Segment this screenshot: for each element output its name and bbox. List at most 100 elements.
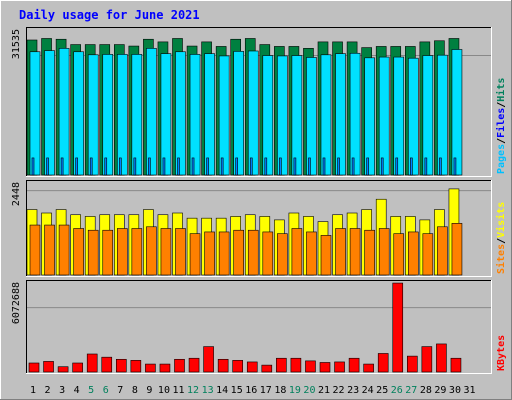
panel-visits-sites: 2448 Sites/Visits (11, 180, 507, 277)
bar-files-day-29 (439, 157, 442, 176)
x-tick-label: 3 (59, 385, 65, 396)
bar-kbytes-day-2 (43, 361, 54, 373)
bar-kbytes-day-29 (436, 343, 447, 373)
bar-files-day-26 (395, 157, 399, 176)
x-tick-label: 5 (88, 385, 94, 396)
x-tick-label: 12 (187, 385, 199, 396)
bar-sites-day-1 (29, 224, 41, 276)
bar-sites-day-18 (277, 233, 288, 276)
bar-pages-day-23 (349, 52, 361, 176)
bar-pages-day-19 (291, 55, 303, 176)
bar-pages-day-21 (320, 54, 332, 176)
bar-sites-day-14 (218, 231, 230, 276)
legend-separator: / (496, 138, 507, 144)
day-labels: 1 2 3 4 5 6 7 8 9 10 11 12 13 14 15 16 17 18 19 20 21 22 23 24 2… (30, 385, 476, 396)
x-tick-label: 23 (347, 385, 359, 396)
bar-pages-day-3 (58, 48, 70, 176)
bar-sites-day-10 (160, 228, 172, 276)
bar-files-day-3 (60, 157, 64, 176)
bar-kbytes-day-14 (217, 358, 229, 373)
bar-sites-day-24 (364, 229, 375, 276)
bar-sites-day-8 (131, 228, 143, 276)
x-tick-label: 15 (231, 385, 243, 396)
bar-kbytes-day-9 (145, 363, 156, 373)
legend-hits-files-pages: Pages/Files/Hits (495, 78, 507, 174)
bar-files-day-27 (409, 157, 413, 176)
x-tick-label: 30 (449, 385, 461, 396)
bar-files-day-25 (380, 157, 384, 176)
x-tick-label: 29 (434, 385, 446, 396)
y-tick-label: 6072688 (11, 282, 22, 324)
bar-pages-day-1 (29, 51, 41, 176)
x-tick-label: 25 (376, 385, 388, 396)
bar-sites-day-15 (233, 229, 244, 276)
bar-files-day-19 (293, 157, 297, 176)
bar-sites-day-26 (393, 233, 405, 276)
bar-pages-day-8 (131, 54, 143, 176)
bar-files-day-12 (191, 157, 195, 176)
bar-files-day-13 (206, 157, 209, 176)
bar-pages-day-4 (73, 51, 84, 176)
bar-sites-day-21 (320, 235, 332, 276)
legend-entry: Hits (495, 78, 507, 102)
bar-sites-day-2 (44, 224, 55, 276)
x-tick-label: 14 (216, 385, 228, 396)
x-tick-label: 21 (318, 385, 330, 396)
bar-pages-day-25 (378, 56, 390, 176)
bar-kbytes-day-6 (101, 356, 113, 373)
bar-files-day-24 (366, 157, 369, 176)
x-tick-label: 31 (463, 385, 475, 396)
bar-sites-day-20 (306, 231, 317, 276)
legend-separator: / (496, 102, 507, 108)
x-tick-label: 18 (274, 385, 286, 396)
bar-files-day-11 (177, 157, 180, 176)
bar-sites-day-19 (291, 228, 303, 276)
x-tick-label: 19 (289, 385, 301, 396)
bar-files-day-8 (133, 157, 137, 176)
bar-pages-day-6 (102, 54, 114, 176)
bar-files-day-21 (322, 157, 326, 176)
bar-pages-day-28 (422, 55, 434, 176)
legend-kbytes: KBytes (496, 335, 507, 371)
bar-kbytes-day-11 (174, 358, 185, 373)
bar-files-day-16 (249, 157, 253, 176)
bar-files-day-28 (424, 157, 428, 176)
x-tick-label: 24 (362, 385, 374, 396)
bar-kbytes-day-12 (188, 357, 200, 373)
bar-files-day-15 (235, 157, 238, 176)
x-tick-label: 17 (260, 385, 272, 396)
bar-files-day-20 (308, 157, 311, 176)
bar-pages-day-2 (44, 50, 55, 176)
bar-sites-day-17 (262, 231, 274, 276)
bar-sites-day-23 (349, 228, 361, 276)
bar-pages-day-12 (189, 54, 201, 176)
bar-kbytes-day-24 (363, 363, 374, 373)
bar-pages-day-13 (204, 53, 215, 176)
bar-pages-day-9 (146, 48, 157, 176)
bar-pages-day-30 (451, 49, 463, 176)
x-tick-label: 11 (172, 385, 184, 396)
bar-sites-day-16 (247, 229, 259, 276)
y-tick-label: 31535 (11, 29, 22, 59)
bar-pages-day-14 (218, 55, 230, 176)
x-tick-label: 2 (45, 385, 51, 396)
bar-sites-day-6 (102, 229, 114, 276)
bar-files-day-30 (453, 157, 457, 176)
bar-sites-day-3 (58, 224, 70, 276)
bar-kbytes-day-25 (377, 353, 389, 373)
bar-sites-day-9 (146, 226, 157, 276)
bar-kbytes-day-8 (130, 360, 142, 373)
bar-files-day-18 (279, 157, 282, 176)
bar-pages-day-10 (160, 53, 172, 176)
bar-kbytes-day-18 (276, 357, 287, 373)
bar-files-day-7 (119, 157, 122, 176)
bar-pages-day-16 (247, 50, 259, 176)
bar-kbytes-day-22 (334, 361, 345, 373)
bar-pages-day-7 (117, 54, 128, 176)
bar-files-day-6 (104, 157, 108, 176)
bar-pages-day-20 (306, 57, 317, 176)
x-tick-label: 22 (333, 385, 345, 396)
bar-kbytes-day-17 (261, 364, 273, 373)
x-tick-label: 26 (391, 385, 403, 396)
